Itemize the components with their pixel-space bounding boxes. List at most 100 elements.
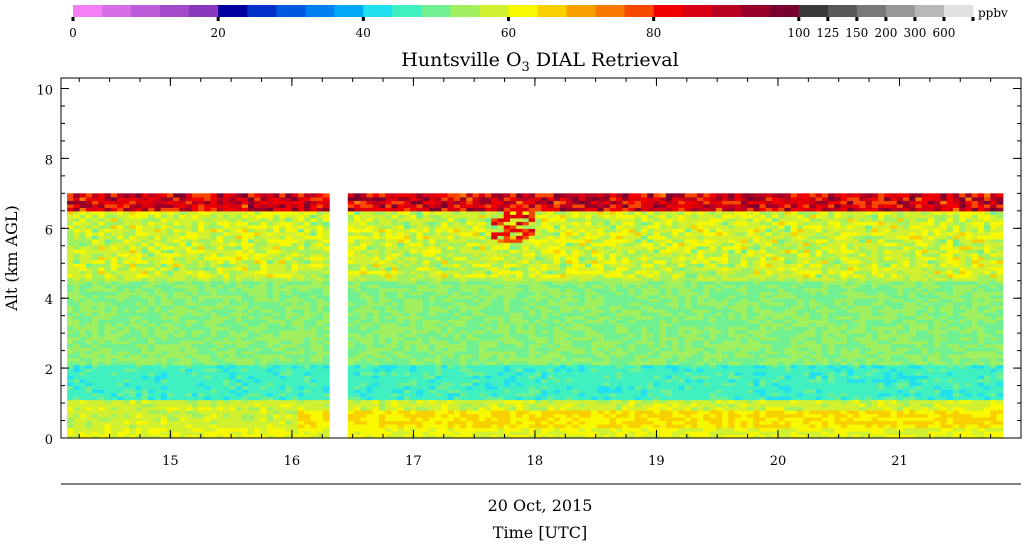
- heatmap-cell: [366, 410, 374, 415]
- heatmap-cell: [310, 364, 318, 369]
- heatmap-cell: [185, 207, 193, 212]
- heatmap-cell: [472, 252, 480, 257]
- heatmap-cell: [310, 322, 318, 327]
- heatmap-cell: [85, 396, 93, 401]
- heatmap-cell: [266, 291, 274, 296]
- heatmap-cell: [478, 210, 486, 215]
- heatmap-cell: [160, 382, 168, 387]
- heatmap-cell: [403, 196, 411, 201]
- heatmap-cell: [79, 403, 87, 408]
- heatmap-cell: [166, 259, 174, 264]
- heatmap-cell: [235, 357, 243, 362]
- heatmap-cell: [372, 427, 380, 432]
- heatmap-cell: [266, 417, 274, 422]
- heatmap-cell: [129, 322, 137, 327]
- heatmap-cell: [67, 249, 74, 254]
- heatmap-cell: [129, 231, 137, 236]
- heatmap-cell: [304, 410, 311, 415]
- heatmap-cell: [185, 371, 193, 376]
- heatmap-cell: [322, 287, 330, 292]
- heatmap-cell: [497, 417, 505, 422]
- heatmap-cell: [435, 231, 442, 236]
- heatmap-cell: [229, 287, 237, 292]
- heatmap-cell: [460, 399, 467, 404]
- heatmap-cell: [272, 242, 280, 247]
- heatmap-cell: [397, 312, 405, 317]
- heatmap-cell: [503, 336, 511, 341]
- heatmap-cell: [497, 200, 505, 205]
- heatmap-cell: [416, 263, 424, 268]
- heatmap-cell: [92, 301, 99, 306]
- heatmap-cell: [92, 396, 99, 401]
- heatmap-cell: [291, 396, 299, 401]
- heatmap-cell: [67, 242, 74, 247]
- heatmap-cell: [191, 364, 199, 369]
- heatmap-cell: [322, 364, 330, 369]
- heatmap-cell: [310, 350, 318, 355]
- heatmap-cell: [310, 252, 318, 257]
- heatmap-cell: [497, 245, 505, 250]
- heatmap-cell: [354, 350, 361, 355]
- heatmap-cell: [378, 305, 386, 310]
- heatmap-cell: [272, 266, 280, 271]
- heatmap-cell: [135, 364, 143, 369]
- heatmap-cell: [67, 238, 74, 243]
- heatmap-cell: [372, 263, 380, 268]
- heatmap-cell: [272, 196, 280, 201]
- heatmap-cell: [135, 252, 143, 257]
- heatmap-cell: [397, 427, 405, 432]
- heatmap-cell: [522, 305, 530, 310]
- heatmap-cell: [428, 378, 436, 383]
- heatmap-cell: [435, 203, 442, 208]
- heatmap-cell: [216, 385, 224, 390]
- heatmap-cell: [435, 336, 442, 341]
- colorbar-tick-label: 40: [356, 26, 371, 40]
- heatmap-cell: [422, 305, 430, 310]
- heatmap-cell: [422, 228, 430, 233]
- heatmap-cell: [310, 294, 318, 299]
- heatmap-cell: [254, 329, 262, 334]
- heatmap-cell: [210, 298, 218, 303]
- heatmap-cell: [497, 231, 505, 236]
- heatmap-cell: [509, 207, 517, 212]
- heatmap-cell: [148, 389, 156, 394]
- heatmap-cell: [385, 200, 393, 205]
- heatmap-cell: [516, 291, 524, 296]
- heatmap-cell: [110, 287, 118, 292]
- heatmap-cell: [260, 235, 268, 240]
- heatmap-cell: [453, 350, 461, 355]
- heatmap-cell: [491, 326, 499, 331]
- heatmap-cell: [92, 322, 99, 327]
- heatmap-cell: [235, 256, 243, 261]
- heatmap-cell: [297, 196, 305, 201]
- heatmap-cell: [173, 277, 180, 282]
- heatmap-cell: [73, 347, 81, 352]
- heatmap-cell: [198, 336, 205, 341]
- heatmap-cell: [441, 340, 449, 345]
- heatmap-cell: [416, 231, 424, 236]
- heatmap-cell: [67, 298, 74, 303]
- heatmap-cell: [266, 238, 274, 243]
- heatmap-cell: [385, 228, 393, 233]
- heatmap-cell: [503, 431, 511, 436]
- heatmap-cell: [79, 350, 87, 355]
- heatmap-cell: [466, 270, 474, 275]
- heatmap-cell: [185, 221, 193, 226]
- heatmap-cell: [453, 256, 461, 261]
- heatmap-cell: [135, 361, 143, 366]
- heatmap-cell: [92, 193, 99, 198]
- heatmap-cell: [478, 343, 486, 348]
- heatmap-cell: [166, 375, 174, 380]
- heatmap-cell: [310, 357, 318, 362]
- heatmap-cell: [391, 385, 399, 390]
- heatmap-cell: [441, 298, 449, 303]
- heatmap-cell: [491, 424, 499, 429]
- heatmap-cell: [354, 196, 361, 201]
- heatmap-cell: [378, 231, 386, 236]
- heatmap-cell: [310, 389, 318, 394]
- heatmap-cell: [497, 364, 505, 369]
- heatmap-cell: [241, 238, 249, 243]
- heatmap-cell: [497, 392, 505, 397]
- heatmap-cell: [185, 249, 193, 254]
- heatmap-cell: [98, 298, 106, 303]
